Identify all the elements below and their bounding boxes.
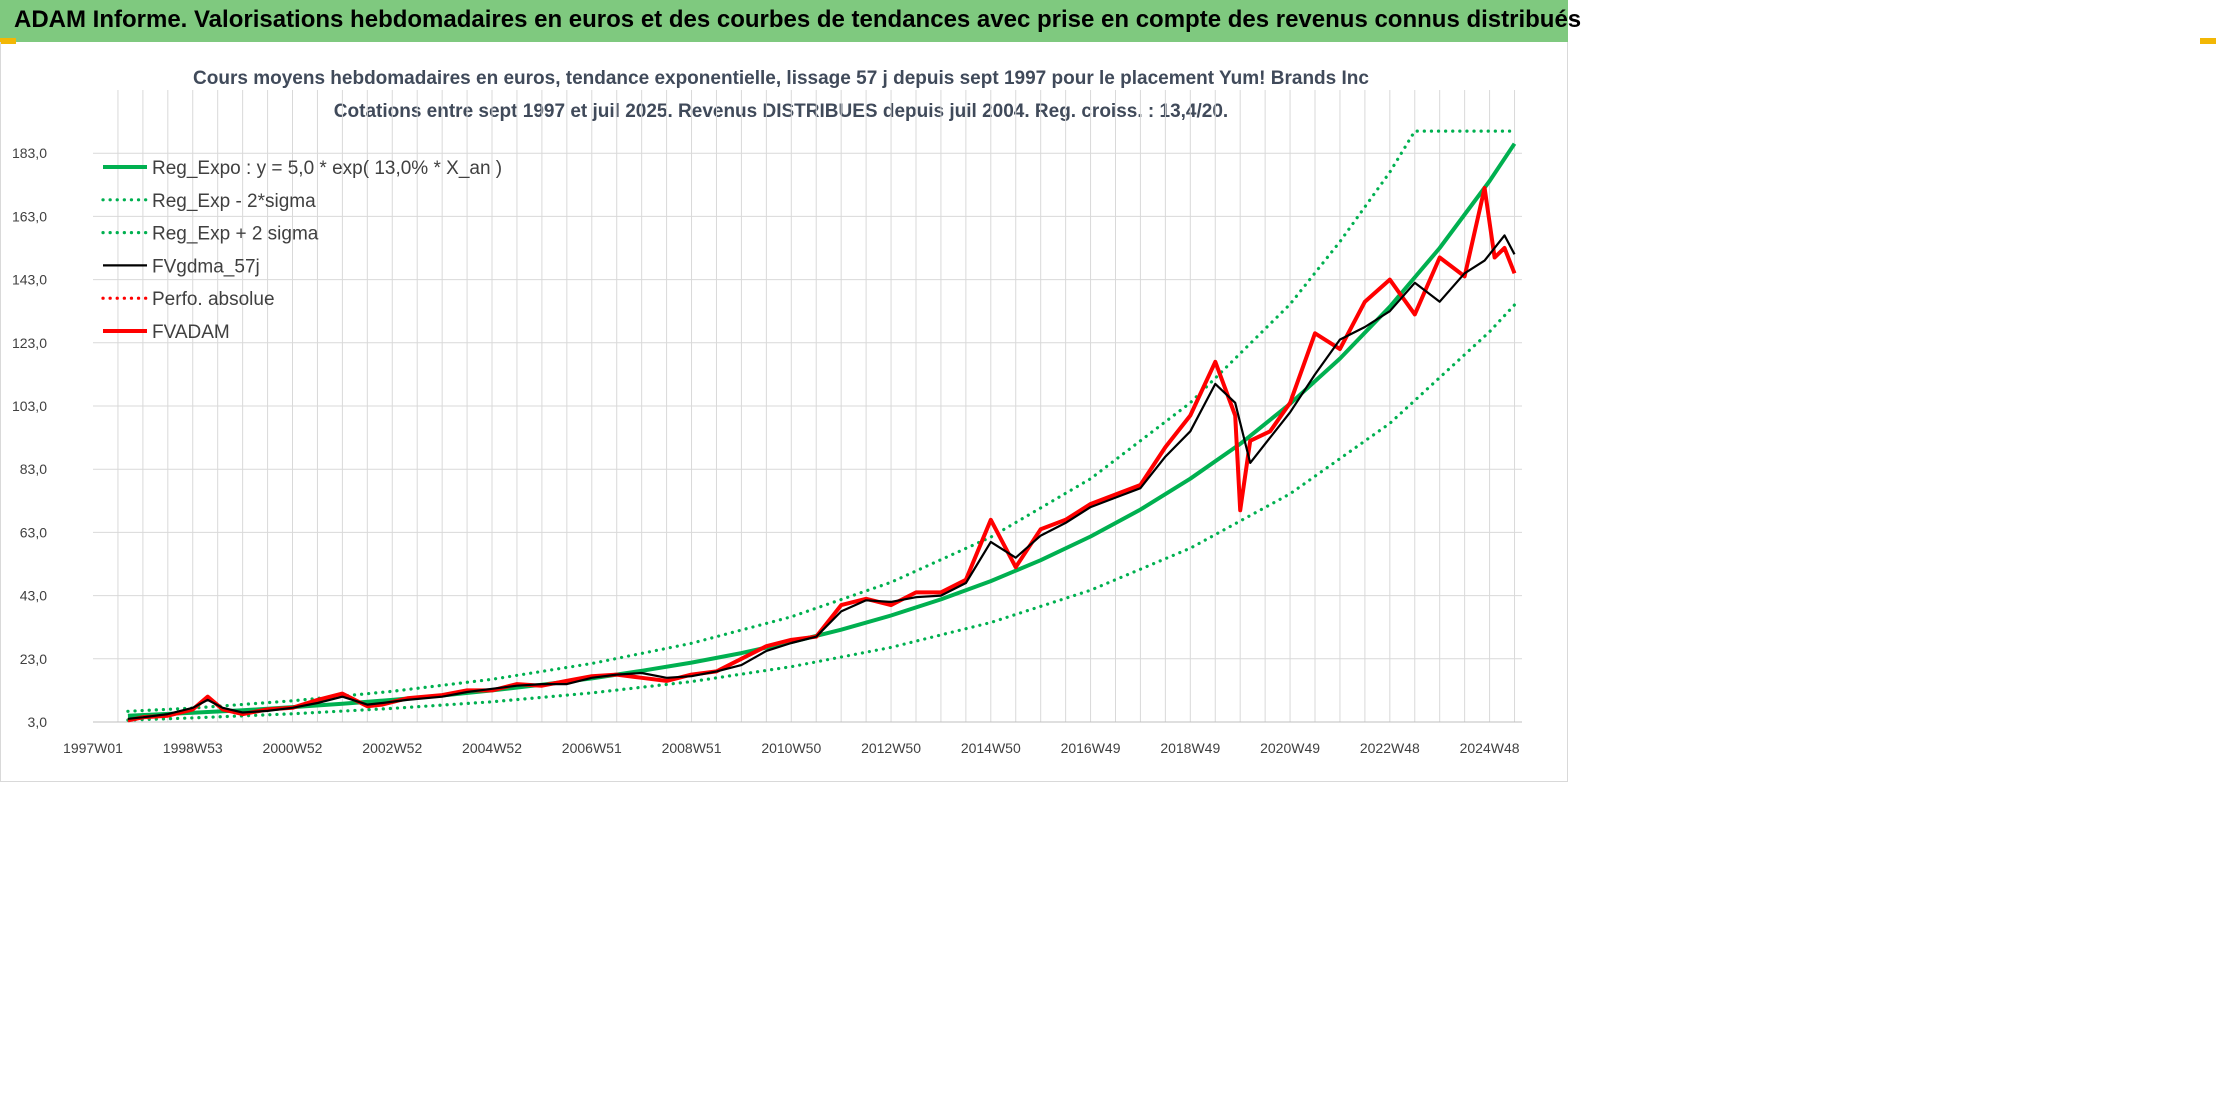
- chart-title-line-2: Cotations entre sept 1997 et juil 2025. …: [334, 101, 1228, 122]
- y-tick-label: 163,0: [12, 208, 47, 224]
- x-tick-label: 1997W01: [63, 740, 123, 756]
- series-line-2: [126, 129, 1517, 713]
- chart-title-line-1: Cours moyens hebdomadaires en euros, ten…: [193, 68, 1369, 89]
- legend-label: Reg_Exp - 2*sigma: [152, 191, 316, 212]
- x-tick-label: 2024W48: [1460, 740, 1520, 756]
- plot-area: [126, 129, 1517, 723]
- x-tick-label: 2018W49: [1160, 740, 1220, 756]
- legend-label: FVADAM: [152, 322, 230, 343]
- banner-accent-right: [2200, 38, 2216, 44]
- legend: Reg_Expo : y = 5,0 * exp( 13,0% * X_an )…: [101, 158, 502, 343]
- x-tick-label: 2020W49: [1260, 740, 1320, 756]
- y-tick-label: 143,0: [12, 272, 47, 288]
- grid-lines: [93, 90, 1522, 723]
- y-tick-label: 3,0: [28, 714, 48, 730]
- x-tick-label: 2008W51: [662, 740, 722, 756]
- y-axis-ticks: 3,0 23,0 43,0 63,0 83,0 103,0 123,0 143,0 163,0 1…: [12, 145, 47, 730]
- legend-label: Reg_Exp + 2 sigma: [152, 224, 319, 245]
- legend-label: Reg_Expo : y = 5,0 * exp( 13,0% * X_an ): [152, 158, 502, 179]
- y-tick-label: 123,0: [12, 335, 47, 351]
- y-tick-label: 23,0: [20, 651, 47, 667]
- x-tick-label: 2014W50: [961, 740, 1021, 756]
- banner-accent-left: [0, 38, 16, 44]
- y-tick-label: 183,0: [12, 145, 47, 161]
- x-tick-label: 2012W50: [861, 740, 921, 756]
- x-tick-label: 2010W50: [761, 740, 821, 756]
- report-banner: ADAM Informe. Valorisations hebdomadaire…: [0, 0, 1581, 42]
- x-tick-label: 2002W52: [362, 740, 422, 756]
- y-tick-label: 43,0: [20, 588, 47, 604]
- x-tick-label: 2006W51: [562, 740, 622, 756]
- y-tick-label: 83,0: [20, 461, 47, 477]
- x-tick-label: 2004W52: [462, 740, 522, 756]
- y-tick-label: 103,0: [12, 398, 47, 414]
- series-line-1: [126, 303, 1517, 722]
- x-axis-ticks: 1997W01 1998W53 2000W52 2002W52 2004W52 2006W…: [63, 740, 1520, 756]
- x-tick-label: 2000W52: [263, 740, 323, 756]
- series-line-3: [127, 234, 1516, 720]
- x-tick-label: 2016W49: [1061, 740, 1121, 756]
- legend-label: Perfo. absolue: [152, 289, 275, 310]
- series-line-5: [127, 186, 1517, 723]
- chart-frame: [0, 42, 1568, 782]
- y-tick-label: 63,0: [20, 524, 47, 540]
- x-tick-label: 1998W53: [163, 740, 223, 756]
- report-title: ADAM Informe. Valorisations hebdomadaire…: [14, 6, 1582, 33]
- legend-label: FVgdma_57j: [152, 256, 260, 277]
- x-tick-label: 2022W48: [1360, 740, 1420, 756]
- line-chart: Cours moyens hebdomadaires en euros, ten…: [12, 68, 1522, 756]
